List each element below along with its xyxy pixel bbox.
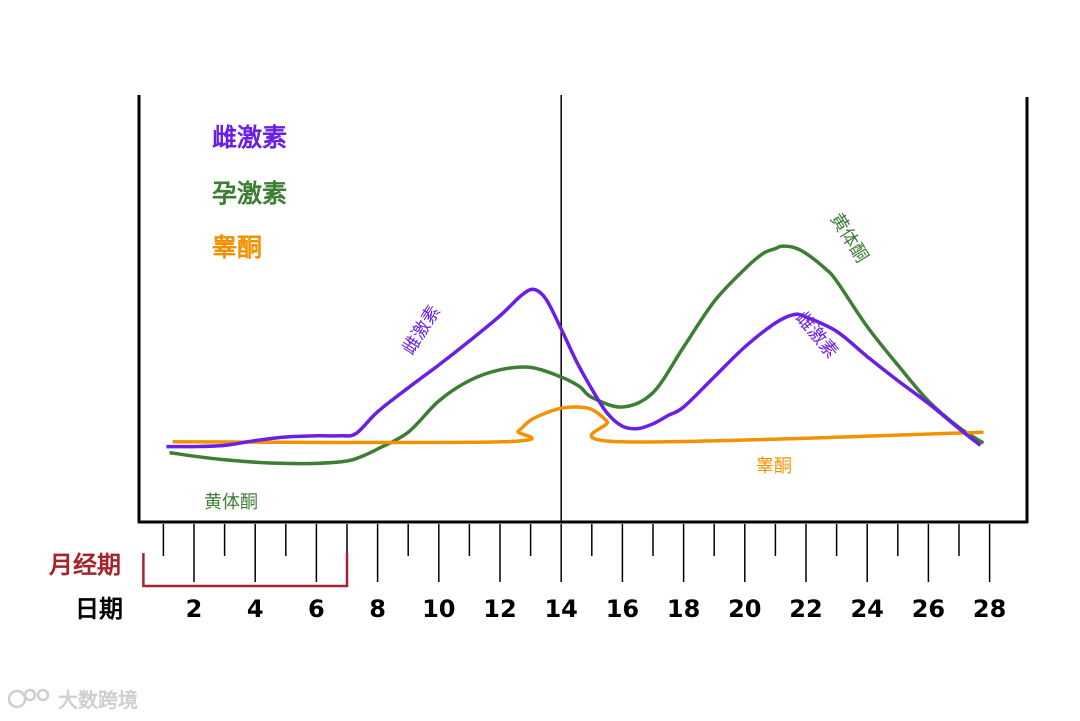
x-tick-label-10: 10 — [422, 595, 455, 623]
x-tick-label-2: 2 — [186, 595, 203, 623]
x-tick-label-12: 12 — [483, 595, 516, 623]
x-axis-tick-labels: 2 4 6 8 10 12 14 16 18 20 22 24 26 28 — [186, 595, 1007, 623]
x-tick-label-20: 20 — [728, 595, 761, 623]
annotation-progesterone-low: 黄体酮 — [204, 492, 258, 513]
x-axis-label: 日期 — [75, 595, 123, 623]
legend-progesterone: 孕激素 — [212, 179, 287, 208]
x-tick-label-8: 8 — [369, 595, 386, 623]
x-tick-label-26: 26 — [912, 595, 945, 623]
annotation-estrogen-rise: 雌激素 — [398, 302, 444, 359]
series-line-progesterone — [169, 244, 985, 466]
x-tick-label-4: 4 — [247, 595, 264, 623]
brand-logo-icon — [8, 688, 50, 708]
x-tick-label-22: 22 — [789, 595, 822, 623]
period-label: 月经期 — [48, 551, 121, 579]
x-tick-label-18: 18 — [667, 595, 700, 623]
x-tick-label-16: 16 — [606, 595, 639, 623]
x-tick-label-14: 14 — [544, 595, 577, 623]
x-tick-label-24: 24 — [850, 595, 883, 623]
x-tick-label-6: 6 — [308, 595, 325, 623]
watermark-text: 大数跨境 — [58, 688, 138, 712]
annotation-testosterone: 睾酮 — [756, 456, 792, 477]
annotation-progesterone-peak: 黄体酮 — [826, 210, 872, 267]
period-bracket — [142, 553, 349, 588]
legend-estrogen: 雌激素 — [212, 123, 287, 152]
x-axis-ticks — [162, 524, 991, 582]
legend-testosterone: 睾酮 — [212, 233, 262, 262]
annotation-estrogen-peak: 雌激素 — [791, 308, 842, 363]
watermark: 大数跨境 — [8, 684, 138, 713]
series-line-estrogen — [166, 287, 982, 449]
x-tick-label-28: 28 — [973, 595, 1006, 623]
series-line-testosterone — [172, 405, 984, 445]
